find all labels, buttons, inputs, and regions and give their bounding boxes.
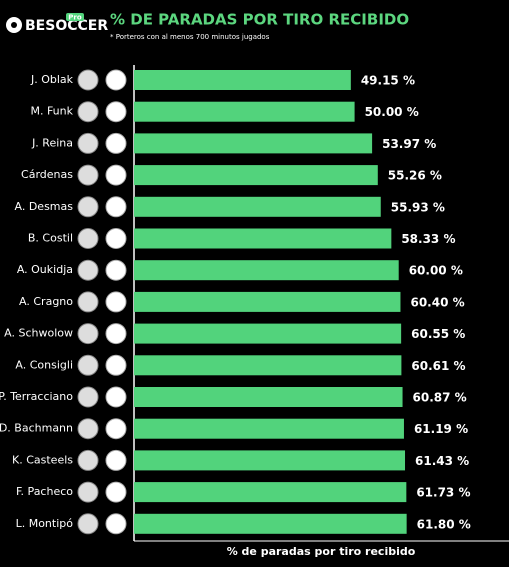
logo-icon-dot <box>11 22 17 28</box>
bar <box>134 70 351 90</box>
player-photo <box>77 164 99 186</box>
club-crest <box>105 291 127 313</box>
player-photo <box>77 101 99 123</box>
bar <box>134 228 392 249</box>
y-tick-label: A. Cragno <box>19 295 73 308</box>
value-label: 55.93 % <box>391 200 445 214</box>
player-photo <box>77 513 99 535</box>
bar <box>134 101 355 122</box>
club-crest <box>105 386 127 408</box>
y-tick-label: Cárdenas <box>21 168 73 181</box>
club-crest <box>105 196 127 218</box>
club-crest <box>105 259 127 281</box>
y-tick-label: M. Funk <box>30 105 73 118</box>
player-photo <box>77 196 99 218</box>
club-crest <box>105 228 127 249</box>
y-tick-label: F. Pacheco <box>16 485 73 498</box>
bar <box>134 513 407 534</box>
value-label: 61.19 % <box>414 422 468 436</box>
y-tick-label: A. Oukidja <box>17 263 73 276</box>
bar <box>134 165 378 186</box>
y-tick-label: A. Schwolow <box>4 327 73 340</box>
player-photo <box>77 132 99 154</box>
player-photo <box>77 481 99 503</box>
logo-badge: Pro <box>68 14 82 22</box>
y-tick-label: P. Terracciano <box>0 390 73 403</box>
value-label: 50.00 % <box>365 105 419 119</box>
y-tick-label: L. Montipó <box>16 517 74 530</box>
y-tick-label: B. Costil <box>28 232 73 245</box>
value-label: 61.43 % <box>415 454 469 468</box>
player-photo <box>77 449 99 471</box>
player-photo <box>77 259 99 281</box>
bar <box>134 387 403 407</box>
value-label: 61.73 % <box>416 486 470 500</box>
club-crest <box>105 513 127 535</box>
club-crest <box>105 132 127 154</box>
value-label: 60.87 % <box>413 391 467 405</box>
y-tick-label: K. Casteels <box>12 453 73 466</box>
club-crest <box>105 354 127 376</box>
club-crest <box>105 418 127 440</box>
logo: BESOCCER <box>25 18 108 34</box>
x-axis-label: % de paradas por tiro recibido <box>227 545 416 558</box>
logo-badge-bg <box>66 13 84 21</box>
bar <box>134 291 401 312</box>
club-crest <box>105 69 127 91</box>
player-photo <box>77 228 99 249</box>
value-label: 61.80 % <box>417 517 471 531</box>
value-label: 60.61 % <box>411 359 465 373</box>
value-label: 53.97 % <box>382 137 436 151</box>
club-crest <box>105 101 127 123</box>
y-tick-label: J. Reina <box>31 136 73 149</box>
y-tick-label: D. Bachmann <box>0 422 73 435</box>
bar <box>134 260 399 281</box>
club-crest <box>105 481 127 503</box>
player-photo <box>77 354 99 376</box>
value-label: 55.26 % <box>388 169 442 183</box>
bar <box>134 482 407 503</box>
player-photo <box>77 386 99 408</box>
value-label: 60.40 % <box>410 295 464 309</box>
player-photo <box>77 291 99 313</box>
bar <box>134 450 406 471</box>
bar <box>134 323 402 344</box>
club-crest <box>105 323 127 345</box>
bar <box>134 133 373 154</box>
y-tick-label: A. Desmas <box>15 200 74 213</box>
y-tick-label: A. Consigli <box>15 358 73 371</box>
value-label: 58.33 % <box>401 232 455 246</box>
club-crest <box>105 449 127 471</box>
value-label: 49.15 % <box>361 74 415 88</box>
player-photo <box>77 69 99 91</box>
y-tick-label: J. Oblak <box>30 73 74 86</box>
value-label: 60.00 % <box>409 264 463 278</box>
chart-subtitle: * Porteros con al menos 700 minutos juga… <box>110 33 270 41</box>
value-label: 60.55 % <box>411 327 465 341</box>
club-crest <box>105 164 127 186</box>
player-photo <box>77 418 99 440</box>
player-photo <box>77 323 99 345</box>
bar <box>134 355 402 376</box>
chart-title: % DE PARADAS POR TIRO RECIBIDO <box>110 11 409 29</box>
bar <box>134 418 404 439</box>
bar <box>134 196 381 217</box>
